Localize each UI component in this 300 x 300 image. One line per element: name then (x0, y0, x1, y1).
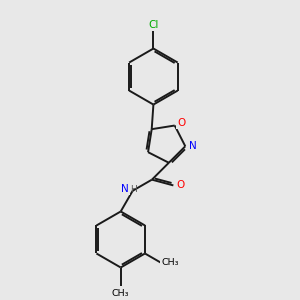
Text: O: O (177, 118, 185, 128)
Text: N: N (121, 184, 129, 194)
Text: H: H (130, 184, 137, 194)
Text: N: N (121, 184, 129, 194)
Text: CH₃: CH₃ (161, 258, 178, 267)
Text: O: O (176, 180, 184, 190)
Text: Cl: Cl (148, 20, 159, 30)
Text: N: N (189, 141, 196, 151)
Text: CH₃: CH₃ (112, 289, 130, 298)
